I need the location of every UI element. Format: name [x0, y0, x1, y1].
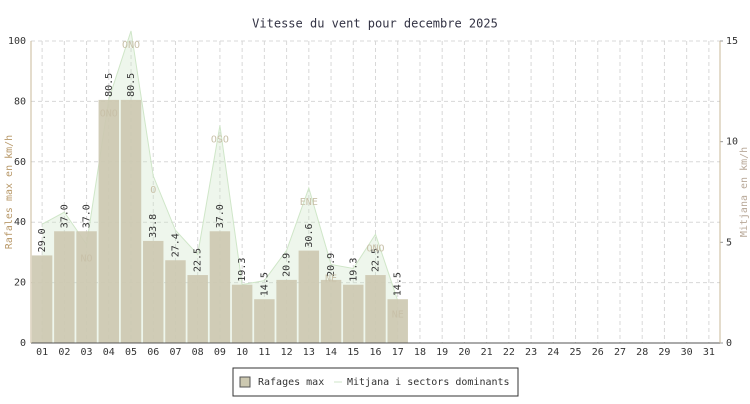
bar: [209, 231, 231, 343]
y2-tick-label: 10: [726, 137, 738, 148]
value-label: 37.0: [82, 204, 93, 228]
x-tick-label: 08: [192, 347, 204, 358]
x-tick-label: 22: [503, 347, 515, 358]
bar: [120, 99, 142, 343]
y2-tick-label: 0: [726, 338, 732, 349]
direction-label: ONO: [122, 40, 140, 51]
y2-axis-label: Mitjana en km/h: [739, 147, 750, 237]
bar: [143, 240, 164, 343]
x-tick-label: 29: [658, 347, 670, 358]
value-label: 14.5: [259, 272, 270, 296]
value-label: 80.5: [104, 73, 115, 97]
x-tick-label: 23: [525, 347, 537, 358]
x-tick-label: 24: [547, 347, 559, 358]
direction-label: ONO: [366, 243, 384, 254]
chart-title: Vitesse du vent pour decembre 2025: [252, 17, 498, 31]
x-tick-label: 30: [681, 347, 693, 358]
y-tick-label: 40: [14, 217, 26, 228]
x-tick-label: 15: [347, 347, 359, 358]
y-tick-label: 20: [14, 278, 26, 289]
bar: [187, 275, 208, 343]
x-tick-label: 10: [236, 347, 248, 358]
value-label: 22.5: [371, 248, 382, 272]
x-tick-label: 19: [436, 347, 448, 358]
direction-label: ONO: [100, 108, 118, 119]
y-tick-label: 100: [8, 36, 26, 47]
direction-label: NO: [81, 253, 93, 264]
y2-tick-label: 15: [726, 36, 738, 47]
bar: [320, 279, 342, 343]
x-tick-label: 31: [703, 347, 715, 358]
direction-label: O: [150, 185, 156, 196]
value-label: 22.5: [193, 248, 204, 272]
x-tick-label: 14: [325, 347, 337, 358]
y2-tick-label: 5: [726, 237, 732, 248]
value-label: 37.0: [59, 204, 70, 228]
x-tick-label: 17: [392, 347, 404, 358]
value-label: 33.8: [148, 214, 159, 238]
value-label: 19.3: [237, 258, 248, 282]
x-tick-label: 09: [214, 347, 226, 358]
bar: [76, 231, 97, 343]
value-label: 20.9: [326, 253, 337, 277]
x-tick-label: 04: [103, 347, 115, 358]
bar: [98, 99, 120, 343]
bar: [165, 260, 186, 343]
x-tick-label: 16: [369, 347, 381, 358]
bar: [298, 250, 320, 343]
legend-swatch: [239, 376, 251, 388]
value-label: 19.3: [348, 258, 359, 282]
bar: [343, 284, 364, 343]
value-label: 29.0: [37, 228, 48, 252]
bar: [365, 275, 386, 343]
legend-label: Mitjana i sectors dominants: [347, 377, 510, 388]
value-label: 20.9: [282, 253, 293, 277]
legend-box: [232, 367, 519, 397]
bar: [276, 279, 297, 343]
direction-label: OSO: [211, 135, 229, 146]
y-tick-label: 60: [14, 157, 26, 168]
value-label: 14.5: [393, 272, 404, 296]
x-tick-label: 28: [636, 347, 648, 358]
x-tick-label: 26: [592, 347, 604, 358]
direction-label: ENE: [300, 197, 318, 208]
x-tick-label: 25: [570, 347, 582, 358]
y-tick-label: 80: [14, 96, 26, 107]
value-label: 27.4: [170, 233, 181, 257]
legend-label: Rafages max: [258, 377, 324, 388]
x-tick-label: 03: [81, 347, 93, 358]
x-tick-label: 01: [36, 347, 48, 358]
value-label: 37.0: [215, 204, 226, 228]
x-tick-label: 11: [258, 347, 270, 358]
x-tick-label: 21: [481, 347, 493, 358]
bar: [231, 284, 253, 343]
bar: [254, 299, 275, 343]
bar: [387, 299, 408, 343]
x-tick-label: 27: [614, 347, 626, 358]
y-tick-label: 0: [20, 338, 26, 349]
x-tick-label: 12: [281, 347, 293, 358]
x-tick-label: 06: [147, 347, 159, 358]
direction-label: NE: [392, 310, 404, 321]
x-tick-label: 18: [414, 347, 426, 358]
x-tick-label: 20: [458, 347, 470, 358]
x-tick-label: 02: [58, 347, 70, 358]
bar: [31, 255, 53, 343]
bar: [54, 231, 75, 343]
y-axis-label: Rafales max en km/h: [4, 135, 15, 249]
x-tick-label: 07: [169, 347, 181, 358]
value-label: 80.5: [126, 73, 137, 97]
x-tick-label: 13: [303, 347, 315, 358]
direction-label: NE: [325, 273, 337, 284]
x-tick-label: 05: [125, 347, 137, 358]
value-label: 30.6: [304, 223, 315, 247]
